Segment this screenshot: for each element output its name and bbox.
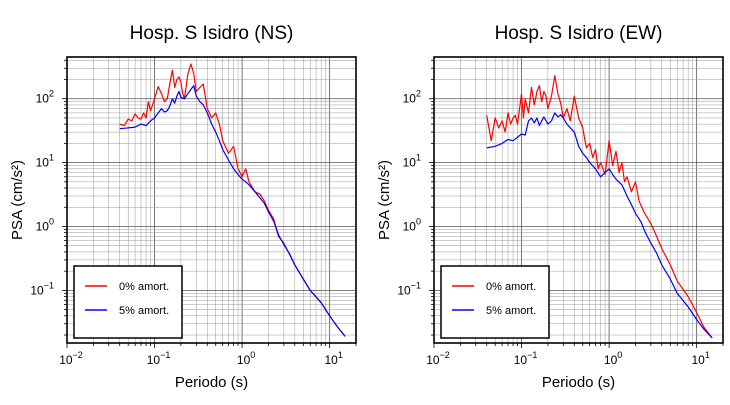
y-tick-label: 100 (403, 216, 421, 233)
axis-ticks (429, 59, 724, 348)
x-axis-label: Periodo (s) (175, 374, 248, 391)
y-axis-label: PSA (cm/s²) (376, 160, 393, 240)
series-line-amort-0 (486, 74, 713, 339)
chart-panel-ew: 10−2 10−1 100 101 10−1 100 101 102 Hosp. S Isidr… (376, 23, 724, 391)
x-tick-label: 10−2 (59, 350, 83, 367)
legend: 0% amort. 5% amort. (73, 265, 183, 339)
chart-title: Hosp. S Isidro (EW) (495, 23, 663, 44)
plot-frame (433, 56, 724, 344)
y-tick-label: 101 (403, 153, 421, 170)
y-tick-label: 101 (36, 153, 54, 170)
legend-label-amort-5: 5% amort. (486, 305, 536, 317)
axis-ticks (62, 59, 357, 348)
chart-panel-ns: 10−2 10−1 100 101 10−1 100 101 102 Hosp. S Isidr… (9, 23, 357, 391)
y-tick-label: 102 (403, 89, 421, 106)
y-axis-label: PSA (cm/s²) (9, 160, 26, 240)
legend-box (73, 265, 183, 339)
legend: 0% amort. 5% amort. (440, 265, 550, 339)
x-tick-label: 10−2 (426, 350, 450, 367)
x-tick-label: 10−1 (147, 350, 171, 367)
legend-label-amort-0: 0% amort. (486, 281, 536, 293)
x-tick-label: 10−1 (514, 350, 538, 367)
series-group (486, 74, 713, 339)
x-tick-label: 101 (324, 350, 342, 367)
y-tick-label: 10−1 (397, 280, 421, 297)
y-tick-label: 10−1 (30, 280, 54, 297)
legend-label-amort-0: 0% amort. (119, 281, 169, 293)
chart-title: Hosp. S Isidro (NS) (130, 23, 294, 44)
y-tick-label: 100 (36, 216, 54, 233)
legend-label-amort-5: 5% amort. (119, 305, 169, 317)
series-line-amort-5 (486, 112, 713, 339)
series-line-amort-5 (119, 85, 346, 337)
legend-box (440, 265, 550, 339)
y-tick-label: 102 (36, 89, 54, 106)
x-axis-label: Periodo (s) (542, 374, 615, 391)
x-tick-label: 100 (237, 350, 255, 367)
series-group (119, 63, 346, 337)
plot-frame (66, 56, 357, 344)
x-tick-label: 100 (604, 350, 622, 367)
x-tick-label: 101 (691, 350, 709, 367)
